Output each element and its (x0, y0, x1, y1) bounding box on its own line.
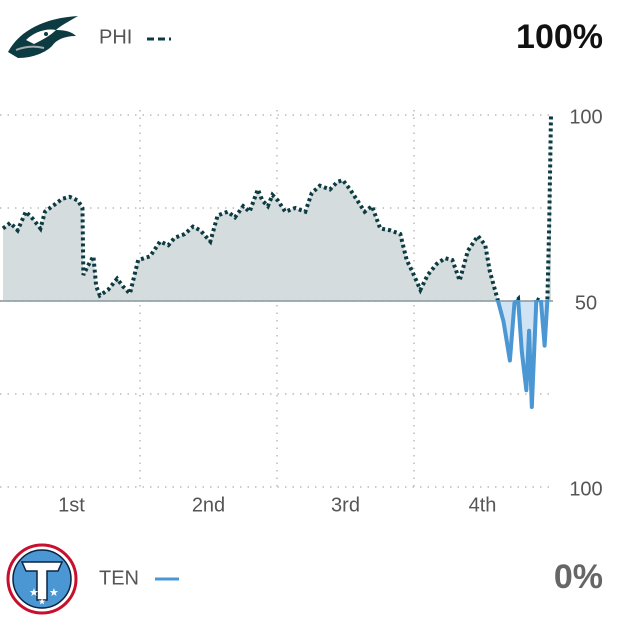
x-tick-label: 4th (469, 494, 497, 516)
x-tick-label: 1st (58, 494, 85, 516)
y-tick-label: 50 (575, 292, 597, 314)
phi-probability: 100% (516, 18, 603, 56)
ten-logo: ★ ★ ★ (6, 543, 78, 615)
svg-text:★: ★ (49, 587, 59, 599)
y-tick-label: 100 (569, 478, 602, 500)
x-tick-label: 2nd (192, 494, 225, 516)
svg-text:★: ★ (29, 587, 39, 599)
svg-text:★: ★ (38, 596, 46, 606)
line-above (1, 114, 553, 300)
plot: 100 50 100 1st 2nd 3rd 4th (0, 106, 603, 516)
phi-team: PHI (99, 26, 132, 48)
line-below (495, 300, 550, 410)
ten-team: TEN (99, 567, 139, 589)
ten-probability: 0% (554, 558, 603, 596)
x-tick-label: 3rd (331, 494, 360, 516)
area-above (3, 115, 551, 300)
phi-logo (8, 16, 78, 58)
y-tick-label: 100 (569, 106, 602, 128)
